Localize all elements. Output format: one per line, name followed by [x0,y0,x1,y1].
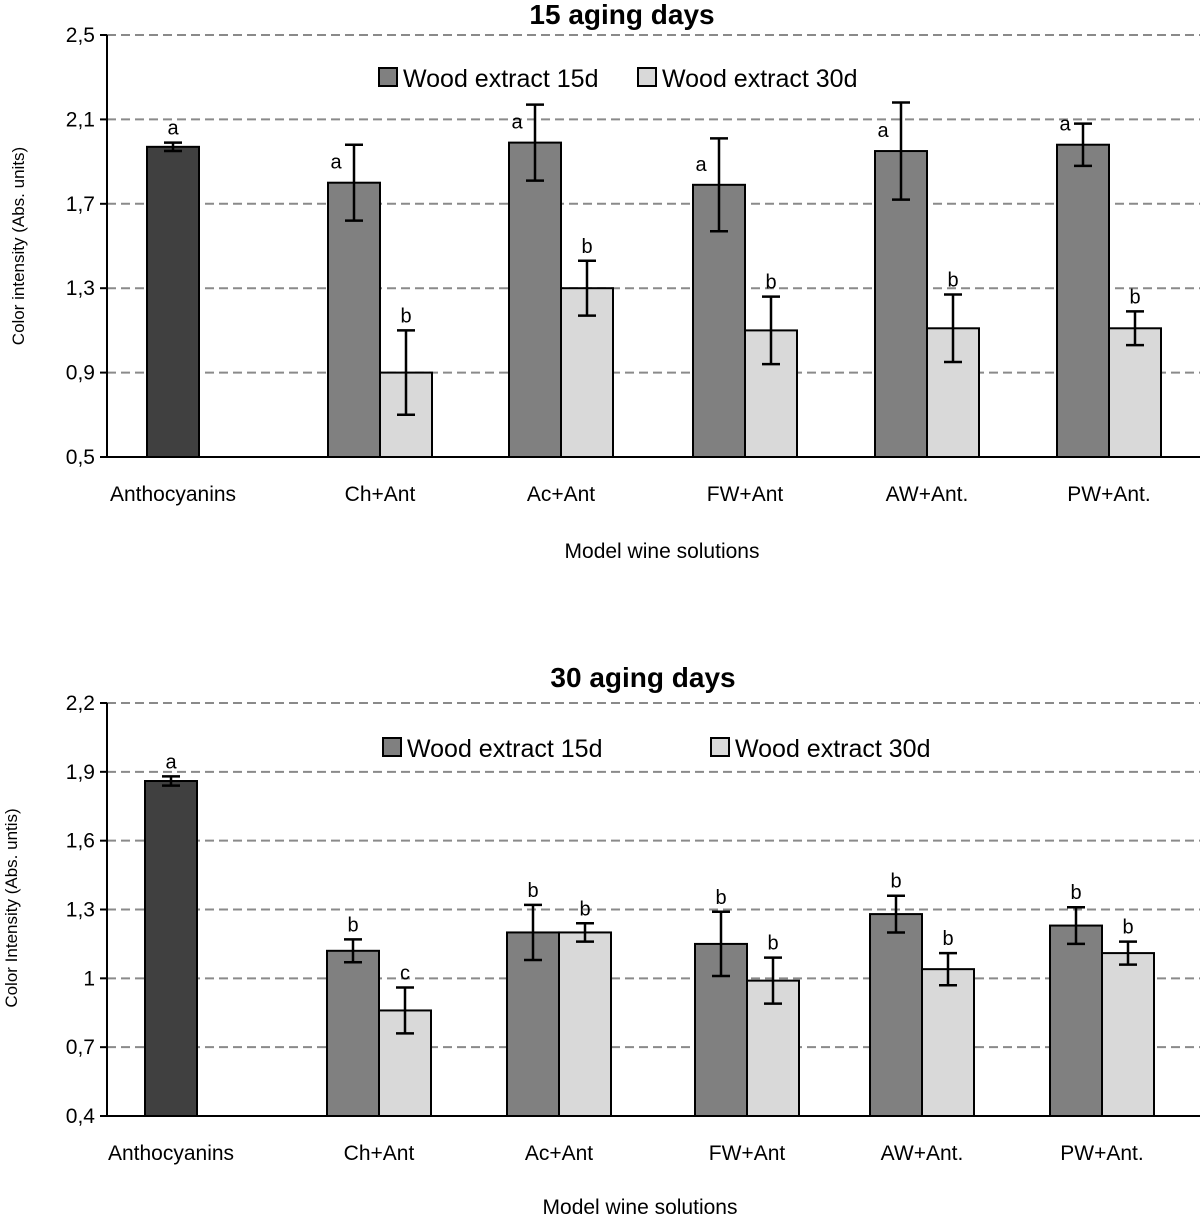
legend-label-wood-30d: Wood extract 30d [735,735,930,763]
y-tick-label: 0,5 [66,446,95,469]
x-category-label: Ch+Ant [345,483,416,506]
y-axis-title: Color Intensity (Abs. untis) [2,808,21,1007]
significance-label: b [400,305,411,327]
legend-swatch-wood-30d [710,737,730,757]
significance-label: b [890,871,901,893]
significance-label: a [1059,114,1071,136]
significance-label: b [765,272,776,294]
x-category-label: Ac+Ant [525,1142,593,1165]
legend-label-wood-15d: Wood extract 15d [407,735,602,763]
x-category-label: Ch+Ant [344,1142,415,1165]
significance-label: b [347,914,358,936]
y-tick-label: 2,2 [66,692,95,715]
x-category-label: AW+Ant. [881,1142,964,1165]
significance-label: a [165,751,177,773]
bar-wood-30d [558,931,612,1118]
legend-swatch-wood-30d [637,67,657,87]
x-category-label: AW+Ant. [886,483,969,506]
significance-label: a [330,152,342,174]
x-axis-title: Model wine solutions [543,1196,738,1217]
significance-label: b [579,898,590,920]
y-tick-label: 1,3 [66,277,95,300]
significance-label: a [511,112,523,134]
legend-label-wood-15d: Wood extract 15d [403,65,598,93]
x-category-label: Anthocyanins [108,1142,234,1165]
y-tick-label: 0,7 [66,1036,95,1059]
significance-label: b [1070,882,1081,904]
bar-anthocyanins [144,780,198,1117]
x-category-label: PW+Ant. [1067,483,1150,506]
bar-wood-30d [921,968,975,1118]
bar-wood-30d [1101,952,1155,1117]
x-category-label: FW+Ant [707,483,784,506]
significance-label: b [1122,917,1133,939]
bar-wood-15d [869,913,923,1117]
y-tick-label: 1,9 [66,761,95,784]
significance-label: b [947,270,958,292]
significance-label: b [581,236,592,258]
bar-wood-15d [1049,924,1103,1117]
significance-label: a [167,118,179,140]
x-category-label: Ac+Ant [527,483,595,506]
significance-label: c [400,963,410,985]
significance-label: b [767,933,778,955]
legend-swatch-wood-15d [378,67,398,87]
chart-title: 30 aging days [550,662,735,693]
significance-label: b [527,880,538,902]
y-tick-label: 0,9 [66,362,95,385]
y-tick-label: 0,4 [66,1105,96,1128]
y-tick-label: 1,3 [66,899,95,922]
y-tick-label: 2,5 [66,24,95,47]
chart-15-days: 15 aging days a a a a a a b b b b b 0,5 0,9 1,3 1,7 2,… [9,0,1200,563]
significance-label: a [877,120,889,142]
bar-wood-15d [874,150,928,459]
x-category-label: FW+Ant [709,1142,786,1165]
y-tick-label: 1 [83,967,95,990]
legend-swatch-wood-15d [382,737,402,757]
legend: Wood extract 15d Wood extract 30d [382,735,930,763]
significance-label: b [942,928,953,950]
y-tick-label: 2,1 [66,108,95,131]
chart-30-days: 30 aging days a b b b b b c b b b b 0,4 0,7 1 1,3 1,6 1… [2,662,1200,1217]
bar-anthocyanins [146,145,200,459]
legend: Wood extract 15d Wood extract 30d [378,65,857,93]
y-tick-label: 1,7 [66,193,95,216]
bar-wood-15d [508,141,562,459]
bar-wood-15d [1056,143,1110,458]
y-axis-title: Color intensity (Abs. units) [9,147,28,345]
chart-title: 15 aging days [529,0,714,30]
significance-label: a [695,154,707,176]
legend-label-wood-30d: Wood extract 30d [662,65,857,93]
significance-label: b [715,887,726,909]
bar-wood-15d [327,181,381,458]
x-category-label: Anthocyanins [110,483,236,506]
bar-wood-30d [1108,327,1162,459]
x-category-label: PW+Ant. [1060,1142,1143,1165]
y-tick-label: 1,6 [66,830,95,853]
significance-label: b [1129,286,1140,308]
x-axis-title: Model wine solutions [565,540,760,563]
bar-wood-15d [326,949,380,1117]
